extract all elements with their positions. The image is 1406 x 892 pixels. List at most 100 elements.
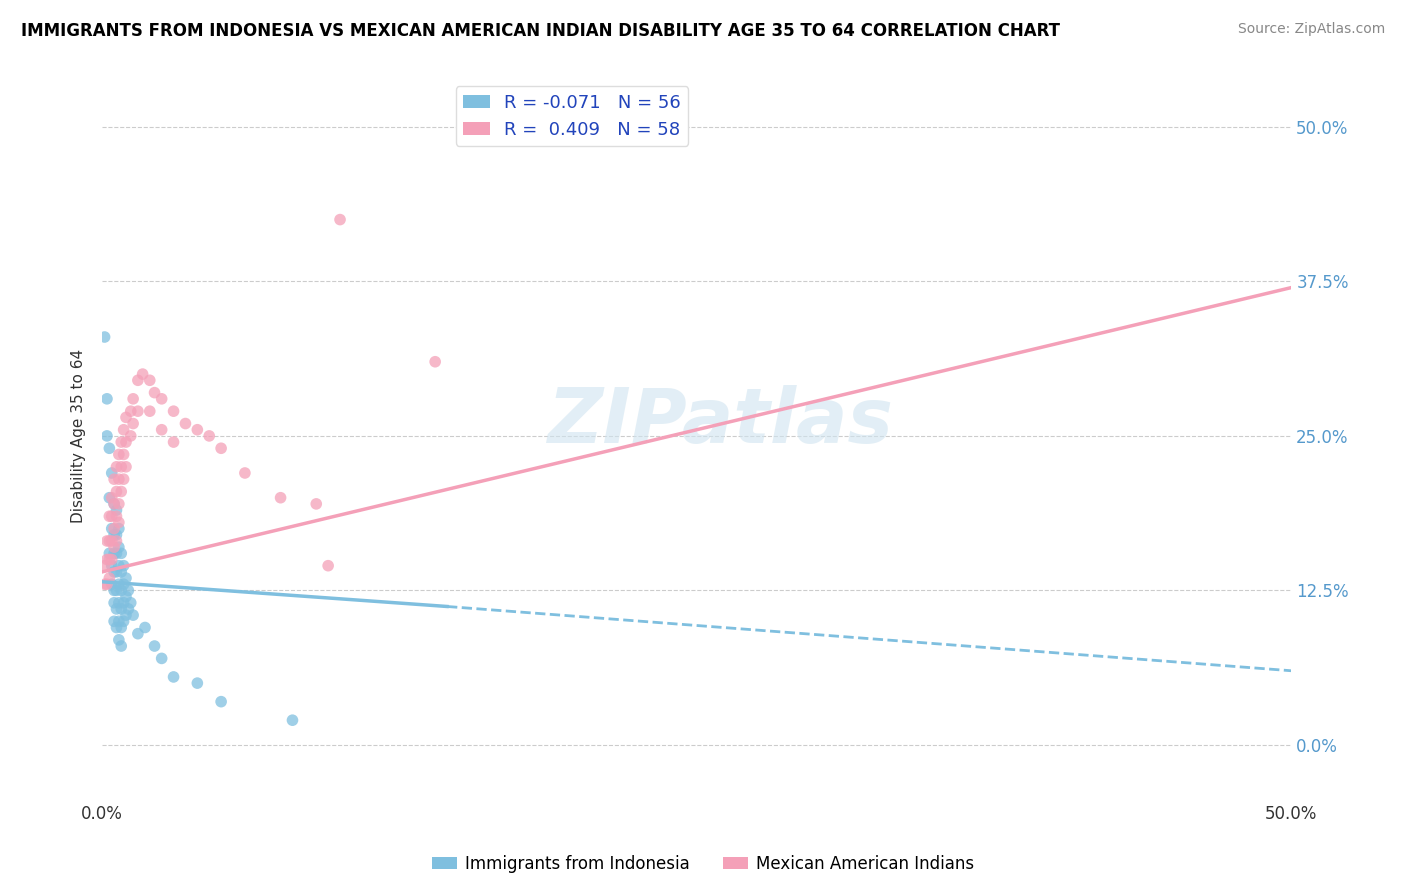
Point (100, 509, 122, 524)
Point (105, 602, 128, 616)
Point (281, 713, 304, 727)
Point (329, 212, 352, 227)
Point (108, 577, 131, 591)
Point (127, 373, 149, 387)
Point (150, 392, 173, 406)
Point (98, 442, 121, 456)
Point (103, 540, 125, 554)
Point (108, 497, 131, 511)
Point (110, 583, 132, 598)
Point (98, 546, 121, 560)
Point (112, 577, 135, 591)
Point (93, 577, 115, 591)
Point (100, 577, 122, 591)
Point (105, 546, 128, 560)
Point (108, 516, 131, 530)
Point (98, 533, 121, 548)
Text: ZIPatlas: ZIPatlas (547, 384, 894, 458)
Point (108, 447, 131, 461)
Point (122, 392, 145, 406)
Point (127, 626, 149, 640)
Point (103, 583, 125, 598)
Point (110, 602, 132, 616)
Point (105, 528, 128, 542)
Point (186, 423, 208, 437)
Point (270, 491, 292, 505)
Point (96, 392, 118, 406)
Point (105, 565, 128, 579)
Point (198, 429, 221, 443)
Point (115, 410, 138, 425)
Point (110, 565, 132, 579)
Point (100, 552, 122, 566)
Point (98, 509, 121, 524)
Point (100, 491, 122, 505)
Point (122, 417, 145, 431)
Point (115, 571, 138, 585)
Point (112, 558, 135, 573)
Point (105, 503, 128, 517)
Point (150, 651, 173, 665)
Point (96, 552, 118, 566)
Point (98, 552, 121, 566)
Point (108, 540, 131, 554)
Point (93, 558, 115, 573)
Point (103, 472, 125, 486)
Point (305, 497, 328, 511)
Point (98, 491, 121, 505)
Point (120, 429, 142, 443)
Point (103, 565, 125, 579)
Legend: R = -0.071   N = 56, R =  0.409   N = 58: R = -0.071 N = 56, R = 0.409 N = 58 (456, 87, 689, 146)
Point (93, 330, 115, 344)
Point (120, 596, 142, 610)
Point (112, 423, 135, 437)
Point (115, 608, 138, 623)
Point (139, 404, 162, 418)
Point (105, 620, 128, 634)
Point (162, 435, 184, 450)
Point (108, 522, 131, 536)
Point (162, 670, 184, 684)
Point (108, 558, 131, 573)
Point (186, 676, 208, 690)
Point (120, 404, 142, 418)
Point (143, 385, 166, 400)
Point (105, 484, 128, 499)
Point (103, 497, 125, 511)
Point (117, 583, 139, 598)
Point (105, 459, 128, 474)
Point (110, 639, 132, 653)
Point (103, 615, 125, 629)
Point (110, 459, 132, 474)
Point (134, 620, 156, 634)
Point (117, 602, 139, 616)
Point (110, 484, 132, 499)
Point (103, 497, 125, 511)
Y-axis label: Disability Age 35 to 64: Disability Age 35 to 64 (72, 349, 86, 523)
Point (209, 695, 232, 709)
Point (96, 429, 118, 443)
Point (115, 435, 138, 450)
Point (96, 577, 118, 591)
Legend: Immigrants from Indonesia, Mexican American Indians: Immigrants from Indonesia, Mexican Ameri… (425, 848, 981, 880)
Point (110, 620, 132, 634)
Point (316, 558, 339, 573)
Point (209, 442, 232, 456)
Point (110, 435, 132, 450)
Text: IMMIGRANTS FROM INDONESIA VS MEXICAN AMERICAN INDIAN DISABILITY AGE 35 TO 64 COR: IMMIGRANTS FROM INDONESIA VS MEXICAN AME… (21, 22, 1060, 40)
Point (105, 583, 128, 598)
Point (150, 423, 173, 437)
Point (108, 632, 131, 647)
Point (174, 417, 197, 431)
Point (96, 533, 118, 548)
Point (139, 373, 162, 387)
Point (98, 571, 121, 585)
Text: Source: ZipAtlas.com: Source: ZipAtlas.com (1237, 22, 1385, 37)
Point (115, 590, 138, 604)
Point (100, 522, 122, 536)
Point (103, 528, 125, 542)
Point (108, 615, 131, 629)
Point (162, 404, 184, 418)
Point (108, 472, 131, 486)
Point (122, 608, 145, 623)
